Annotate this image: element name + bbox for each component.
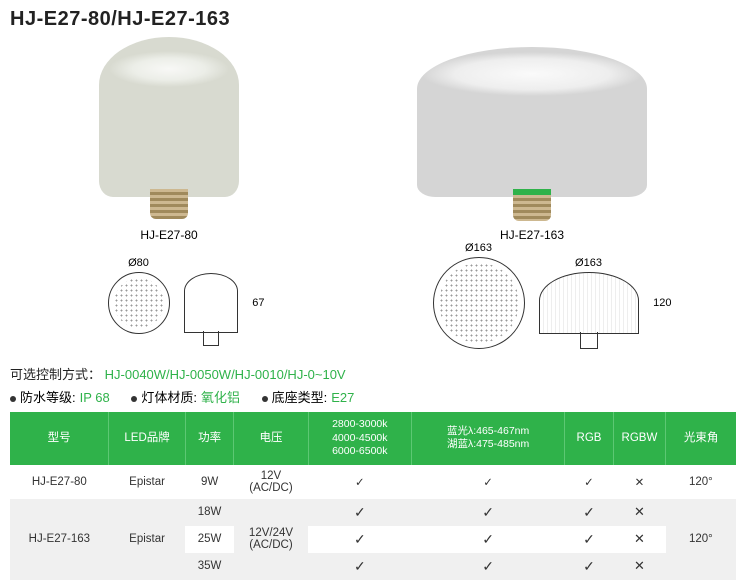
bulb-image-large: [417, 47, 647, 197]
th-col-5: 蓝光λ:465-467nm湖蓝λ:475-485nm: [411, 412, 565, 465]
table-cell: ✕: [613, 499, 666, 526]
table-cell: ✓: [308, 465, 411, 499]
th-col-6: RGB: [565, 412, 613, 465]
table-cell: ✓: [565, 499, 613, 526]
th-col-3: 电压: [234, 412, 309, 465]
caption-large: HJ-E27-163: [417, 228, 647, 242]
base-label: 底座类型:: [272, 390, 328, 405]
table-row: HJ-E27-163Epistar18W12V/24V(AC/DC)✓✓✓✕12…: [10, 499, 736, 526]
th-col-1: LED品牌: [109, 412, 186, 465]
th-col-2: 功率: [185, 412, 233, 465]
ip-value: IP 68: [80, 390, 110, 405]
dim-height-large: 120: [653, 297, 671, 309]
table-cell: ✓: [308, 553, 411, 580]
diagram-small: Ø80 67: [108, 272, 238, 334]
table-cell: 18W: [185, 499, 233, 526]
th-col-4: 2800-3000k4000-4500k6000-6500k: [308, 412, 411, 465]
spec-control-line: 可选控制方式： HJ-0040W/HJ-0050W/HJ-0010/HJ-0~1…: [10, 364, 736, 383]
th-col-8: 光束角: [666, 412, 736, 465]
diagram-large: Ø163 Ø163 120: [433, 257, 639, 349]
th-col-0: 型号: [10, 412, 109, 465]
table-cell: ✓: [411, 526, 565, 553]
table-cell: HJ-E27-163: [10, 499, 109, 580]
dim-diameter-large-2: Ø163: [540, 257, 638, 269]
control-label: 可选控制方式：: [10, 367, 101, 382]
table-cell: 12V(AC/DC): [234, 465, 309, 499]
product-photo-row: HJ-E27-80 HJ-E27-163: [10, 37, 736, 242]
table-cell: ✓: [565, 553, 613, 580]
circle-diagram-large: Ø163: [433, 257, 525, 349]
table-cell: 25W: [185, 526, 233, 553]
table-cell: ✓: [411, 465, 565, 499]
product-large: HJ-E27-163: [417, 47, 647, 242]
dimension-diagram-row: Ø80 67 Ø163 Ø163 120: [10, 248, 736, 358]
table-cell: 35W: [185, 553, 233, 580]
spec-table: 型号LED品牌功率电压2800-3000k4000-4500k6000-6500…: [10, 412, 736, 580]
material-label: 灯体材质:: [141, 390, 197, 405]
table-cell: Epistar: [109, 499, 186, 580]
control-value: HJ-0040W/HJ-0050W/HJ-0010/HJ-0~10V: [105, 367, 346, 382]
table-cell: Epistar: [109, 465, 186, 499]
table-cell: ✕: [613, 553, 666, 580]
table-cell: ✓: [565, 465, 613, 499]
table-cell: ✕: [613, 526, 666, 553]
caption-small: HJ-E27-80: [99, 228, 239, 242]
table-cell: ✓: [411, 499, 565, 526]
circle-diagram-small: Ø80: [108, 272, 170, 334]
spec-table-body: HJ-E27-80Epistar9W12V(AC/DC)✓✓✓✕120°HJ-E…: [10, 465, 736, 580]
table-row: HJ-E27-80Epistar9W12V(AC/DC)✓✓✓✕120°: [10, 465, 736, 499]
spec-table-header: 型号LED品牌功率电压2800-3000k4000-4500k6000-6500…: [10, 412, 736, 465]
profile-diagram-large: Ø163 120: [539, 272, 639, 334]
base-value: E27: [331, 390, 354, 405]
table-cell: ✕: [613, 465, 666, 499]
material-value: 氧化铝: [201, 390, 240, 405]
page-title: HJ-E27-80/HJ-E27-163: [10, 8, 736, 31]
table-cell: HJ-E27-80: [10, 465, 109, 499]
table-cell: 120°: [666, 465, 736, 499]
th-col-7: RGBW: [613, 412, 666, 465]
product-small: HJ-E27-80: [99, 37, 239, 242]
spec-attrs-line: 防水等级: IP 68 灯体材质: 氧化铝 底座类型:E27: [10, 387, 736, 406]
table-cell: 120°: [666, 499, 736, 580]
profile-diagram-small: 67: [184, 273, 238, 333]
dim-diameter-small: Ø80: [109, 257, 169, 269]
table-cell: 9W: [185, 465, 233, 499]
table-cell: ✓: [308, 499, 411, 526]
dim-diameter-large: Ø163: [434, 242, 524, 254]
table-cell: 12V/24V(AC/DC): [234, 499, 309, 580]
bulb-image-small: [99, 37, 239, 197]
table-cell: ✓: [308, 526, 411, 553]
table-cell: ✓: [565, 526, 613, 553]
ip-label: 防水等级:: [20, 390, 76, 405]
table-cell: ✓: [411, 553, 565, 580]
dim-height-small: 67: [252, 297, 264, 309]
